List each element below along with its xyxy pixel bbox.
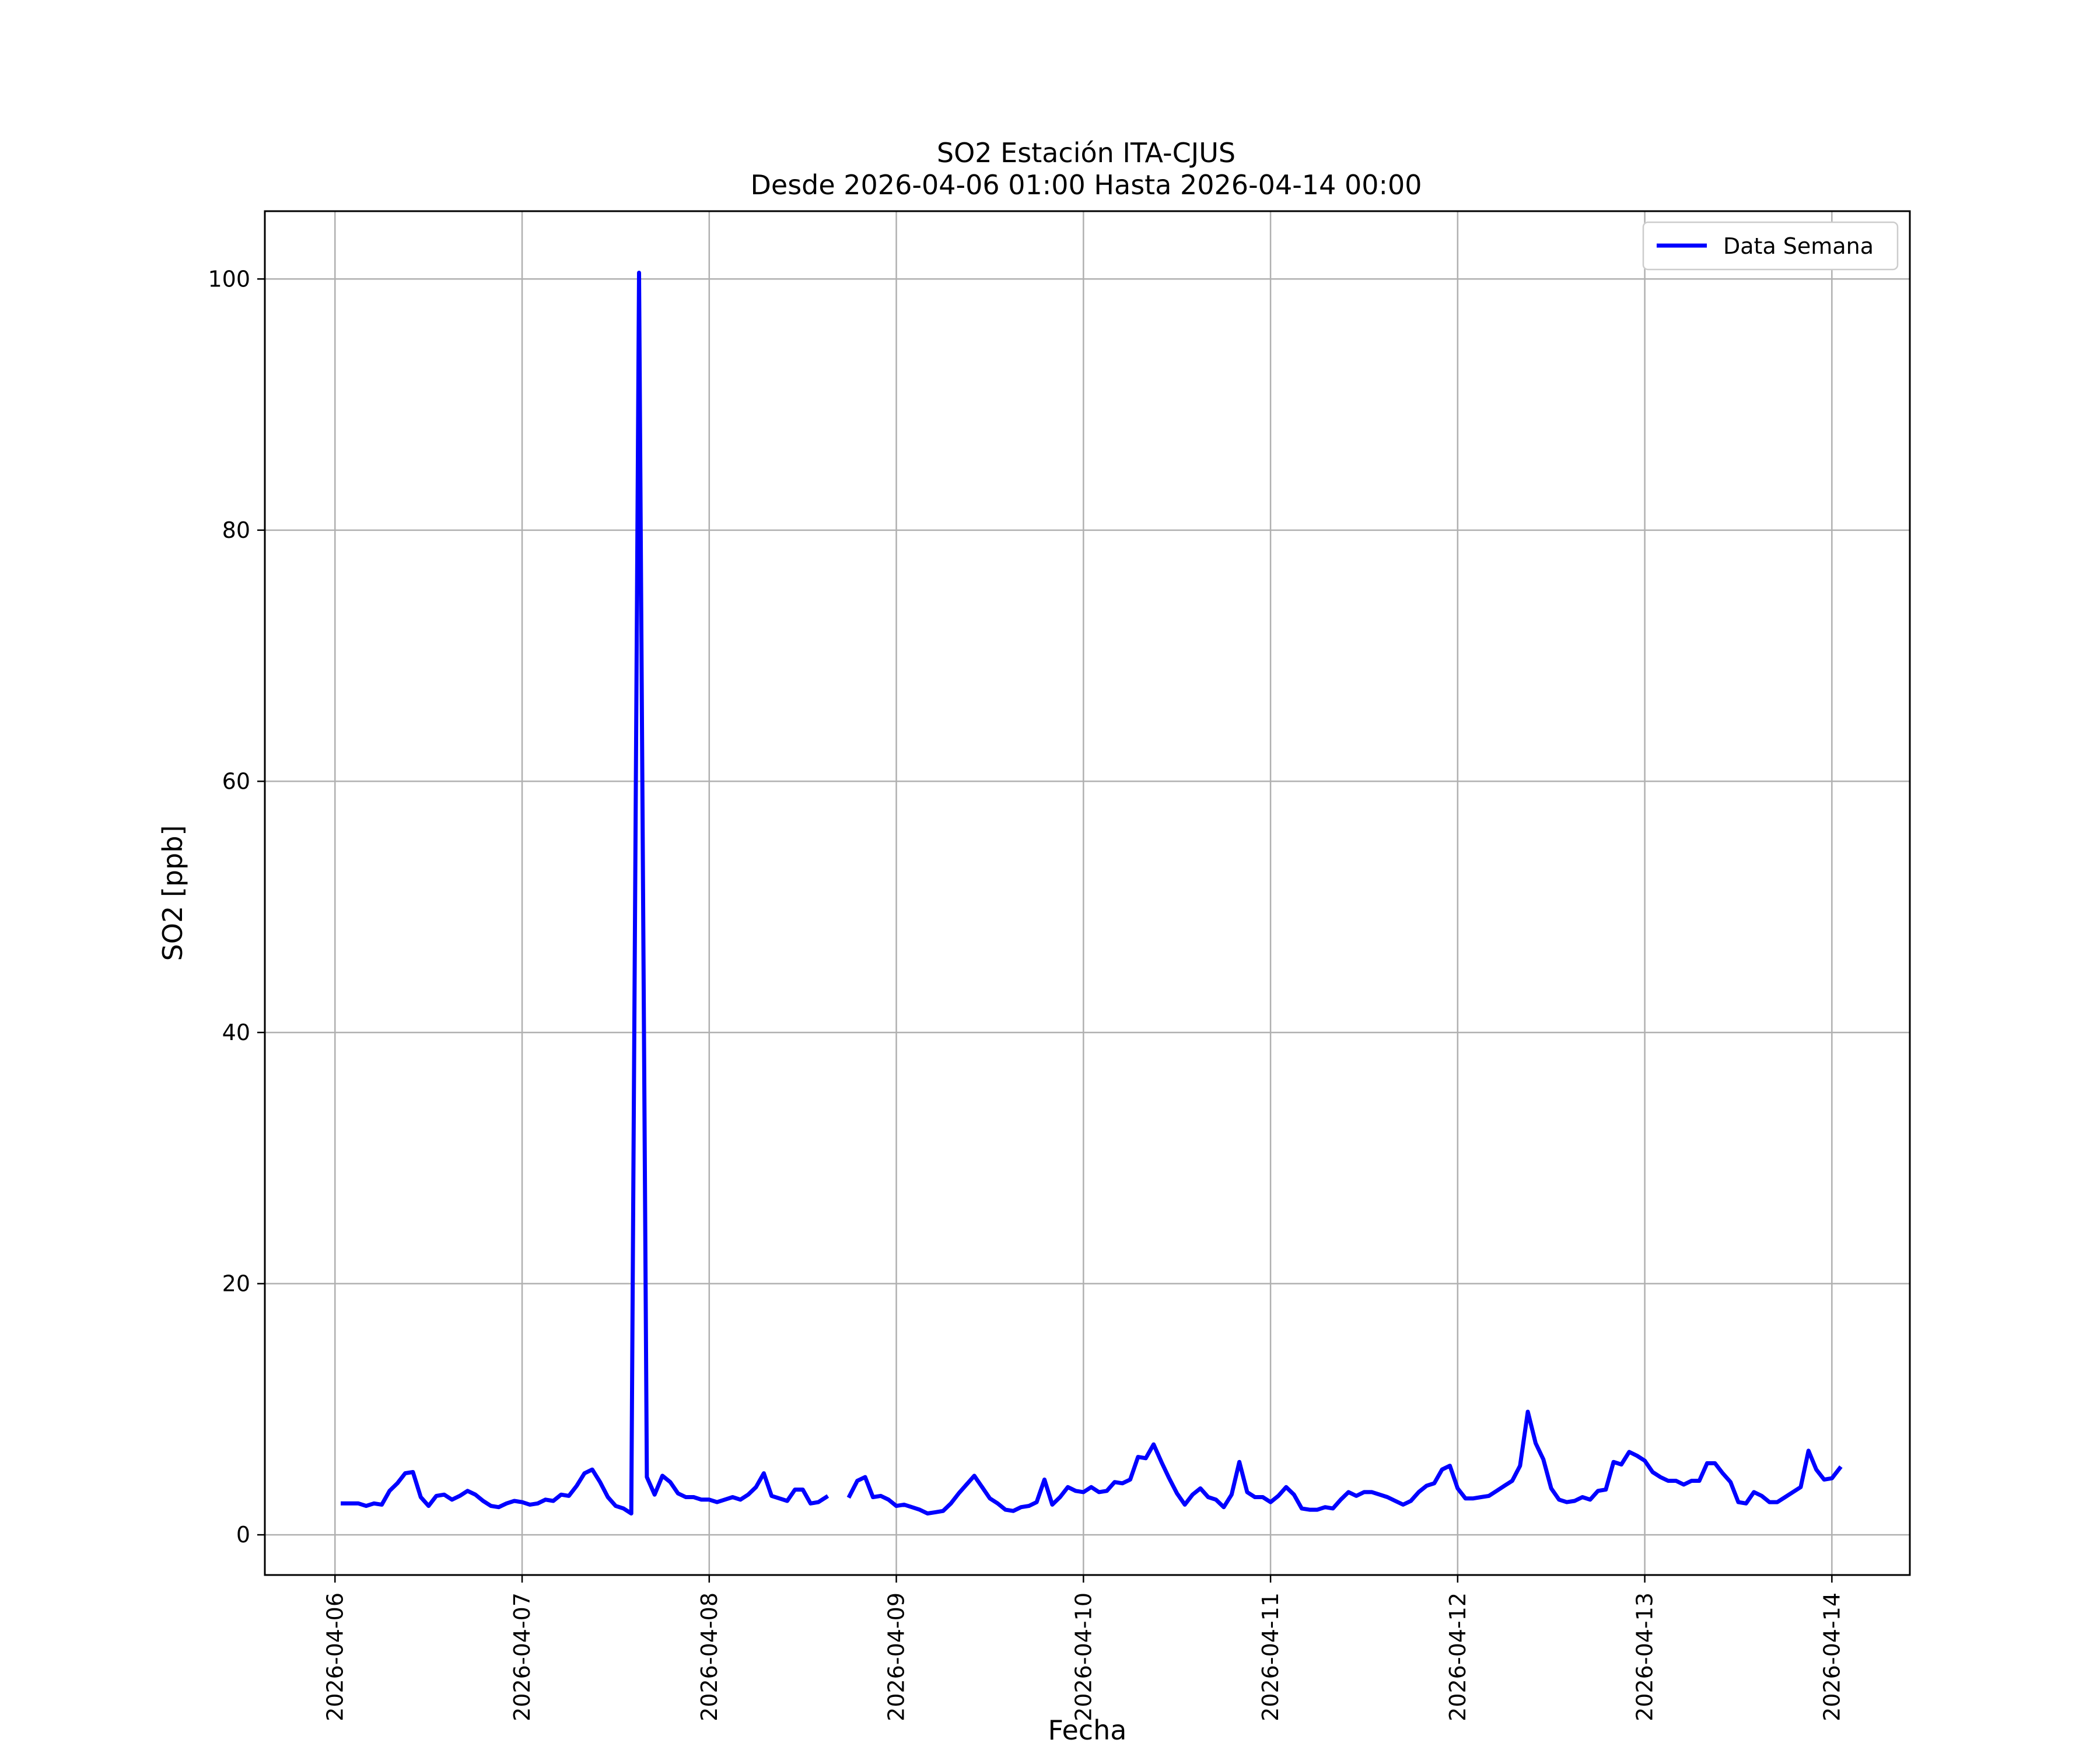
y-tick-label: 40 [222,1020,250,1045]
x-tick-labels: 2026-04-06 2026-04-07 2026-04-08 2026-04-09… [322,1592,1845,1721]
series-layer [341,271,1843,1516]
x-tick-label: 2026-04-08 [696,1592,722,1721]
grid-lines [265,211,1910,1575]
legend-label-data-semana: Data Semana [1723,233,1874,259]
plot-area-frame [264,210,1911,1576]
y-tick-label: 0 [236,1522,250,1548]
y-tick-label: 100 [208,266,250,292]
x-tick-label: 2026-04-12 [1445,1592,1471,1721]
y-axis-label: SO2 [ppb] [157,825,188,961]
legend-box [1642,221,1899,271]
x-tick-label: 2026-04-14 [1819,1592,1845,1721]
x-tick-label: 2026-04-06 [322,1592,348,1721]
x-tick-label: 2026-04-09 [884,1592,909,1721]
y-tick-labels: 0 20 40 60 80 100 [208,266,250,1548]
legend: Data Semana [1642,221,1899,271]
y-tick-label: 80 [222,517,250,543]
x-tick-label: 2026-04-10 [1070,1592,1096,1721]
x-tick-label: 2026-04-11 [1258,1592,1283,1721]
chart-title: SO2 Estación ITA-CJUS [937,137,1236,169]
y-tick-label: 20 [222,1271,250,1297]
x-tick-label: 2026-04-13 [1632,1592,1658,1721]
y-tick-label: 60 [222,768,250,794]
series-line-data-semana [341,271,1843,1516]
x-axis-label: Fecha [1048,1714,1127,1746]
x-tick-label: 2026-04-07 [509,1592,535,1721]
axis-ticks [257,278,1833,1583]
chart-subtitle: Desde 2026-04-06 01:00 Hasta 2026-04-14 … [750,169,1422,201]
